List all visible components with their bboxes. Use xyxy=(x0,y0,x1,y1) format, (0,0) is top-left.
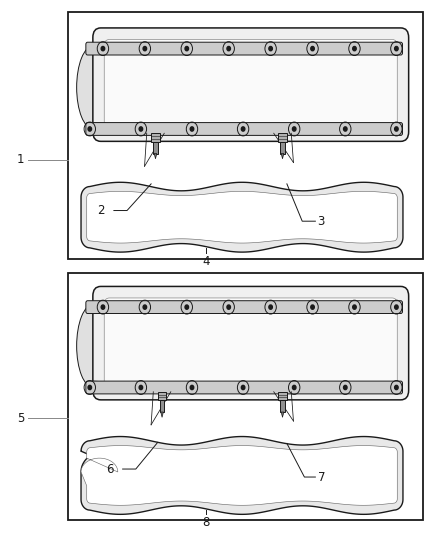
Circle shape xyxy=(143,305,147,309)
Ellipse shape xyxy=(77,304,110,387)
Circle shape xyxy=(101,46,105,51)
Bar xyxy=(280,142,285,154)
Bar xyxy=(153,142,158,154)
Circle shape xyxy=(190,385,194,390)
Polygon shape xyxy=(154,154,157,159)
Bar xyxy=(158,392,166,400)
Text: 3: 3 xyxy=(318,215,325,228)
FancyBboxPatch shape xyxy=(86,123,403,135)
Text: 1: 1 xyxy=(17,154,24,166)
Polygon shape xyxy=(81,182,403,252)
Text: 2: 2 xyxy=(98,204,105,217)
Circle shape xyxy=(395,46,398,51)
Bar xyxy=(160,400,164,412)
Circle shape xyxy=(241,127,245,131)
Circle shape xyxy=(343,127,347,131)
Circle shape xyxy=(395,127,398,131)
FancyBboxPatch shape xyxy=(93,28,409,141)
Circle shape xyxy=(190,127,194,131)
Circle shape xyxy=(269,305,272,309)
Ellipse shape xyxy=(77,46,110,129)
Bar xyxy=(68,12,423,259)
Polygon shape xyxy=(81,437,403,514)
Circle shape xyxy=(139,127,143,131)
FancyBboxPatch shape xyxy=(104,39,397,130)
Circle shape xyxy=(139,385,143,390)
Bar xyxy=(68,273,423,520)
Circle shape xyxy=(395,385,398,390)
Circle shape xyxy=(353,46,356,51)
FancyBboxPatch shape xyxy=(104,298,397,389)
Polygon shape xyxy=(81,446,397,505)
FancyBboxPatch shape xyxy=(86,381,403,394)
Polygon shape xyxy=(281,154,284,159)
Text: 6: 6 xyxy=(106,463,114,475)
Circle shape xyxy=(241,385,245,390)
Circle shape xyxy=(293,127,296,131)
Circle shape xyxy=(311,305,314,309)
Bar xyxy=(151,133,160,142)
FancyBboxPatch shape xyxy=(86,301,403,313)
Text: 7: 7 xyxy=(318,471,325,483)
Polygon shape xyxy=(161,412,163,417)
Polygon shape xyxy=(281,412,284,417)
Circle shape xyxy=(395,305,398,309)
FancyBboxPatch shape xyxy=(86,42,403,55)
Circle shape xyxy=(227,46,230,51)
Circle shape xyxy=(101,305,105,309)
Polygon shape xyxy=(87,191,397,243)
Circle shape xyxy=(185,305,188,309)
Circle shape xyxy=(311,46,314,51)
Circle shape xyxy=(293,385,296,390)
Bar xyxy=(280,400,285,412)
Bar xyxy=(278,133,287,142)
FancyBboxPatch shape xyxy=(93,286,409,400)
Circle shape xyxy=(143,46,147,51)
Circle shape xyxy=(185,46,188,51)
Text: 5: 5 xyxy=(17,412,24,425)
Text: 8: 8 xyxy=(202,516,209,529)
Circle shape xyxy=(353,305,356,309)
Bar xyxy=(278,392,287,400)
Circle shape xyxy=(88,385,92,390)
Circle shape xyxy=(269,46,272,51)
Text: 4: 4 xyxy=(202,255,210,268)
Circle shape xyxy=(227,305,230,309)
Circle shape xyxy=(88,127,92,131)
Circle shape xyxy=(343,385,347,390)
